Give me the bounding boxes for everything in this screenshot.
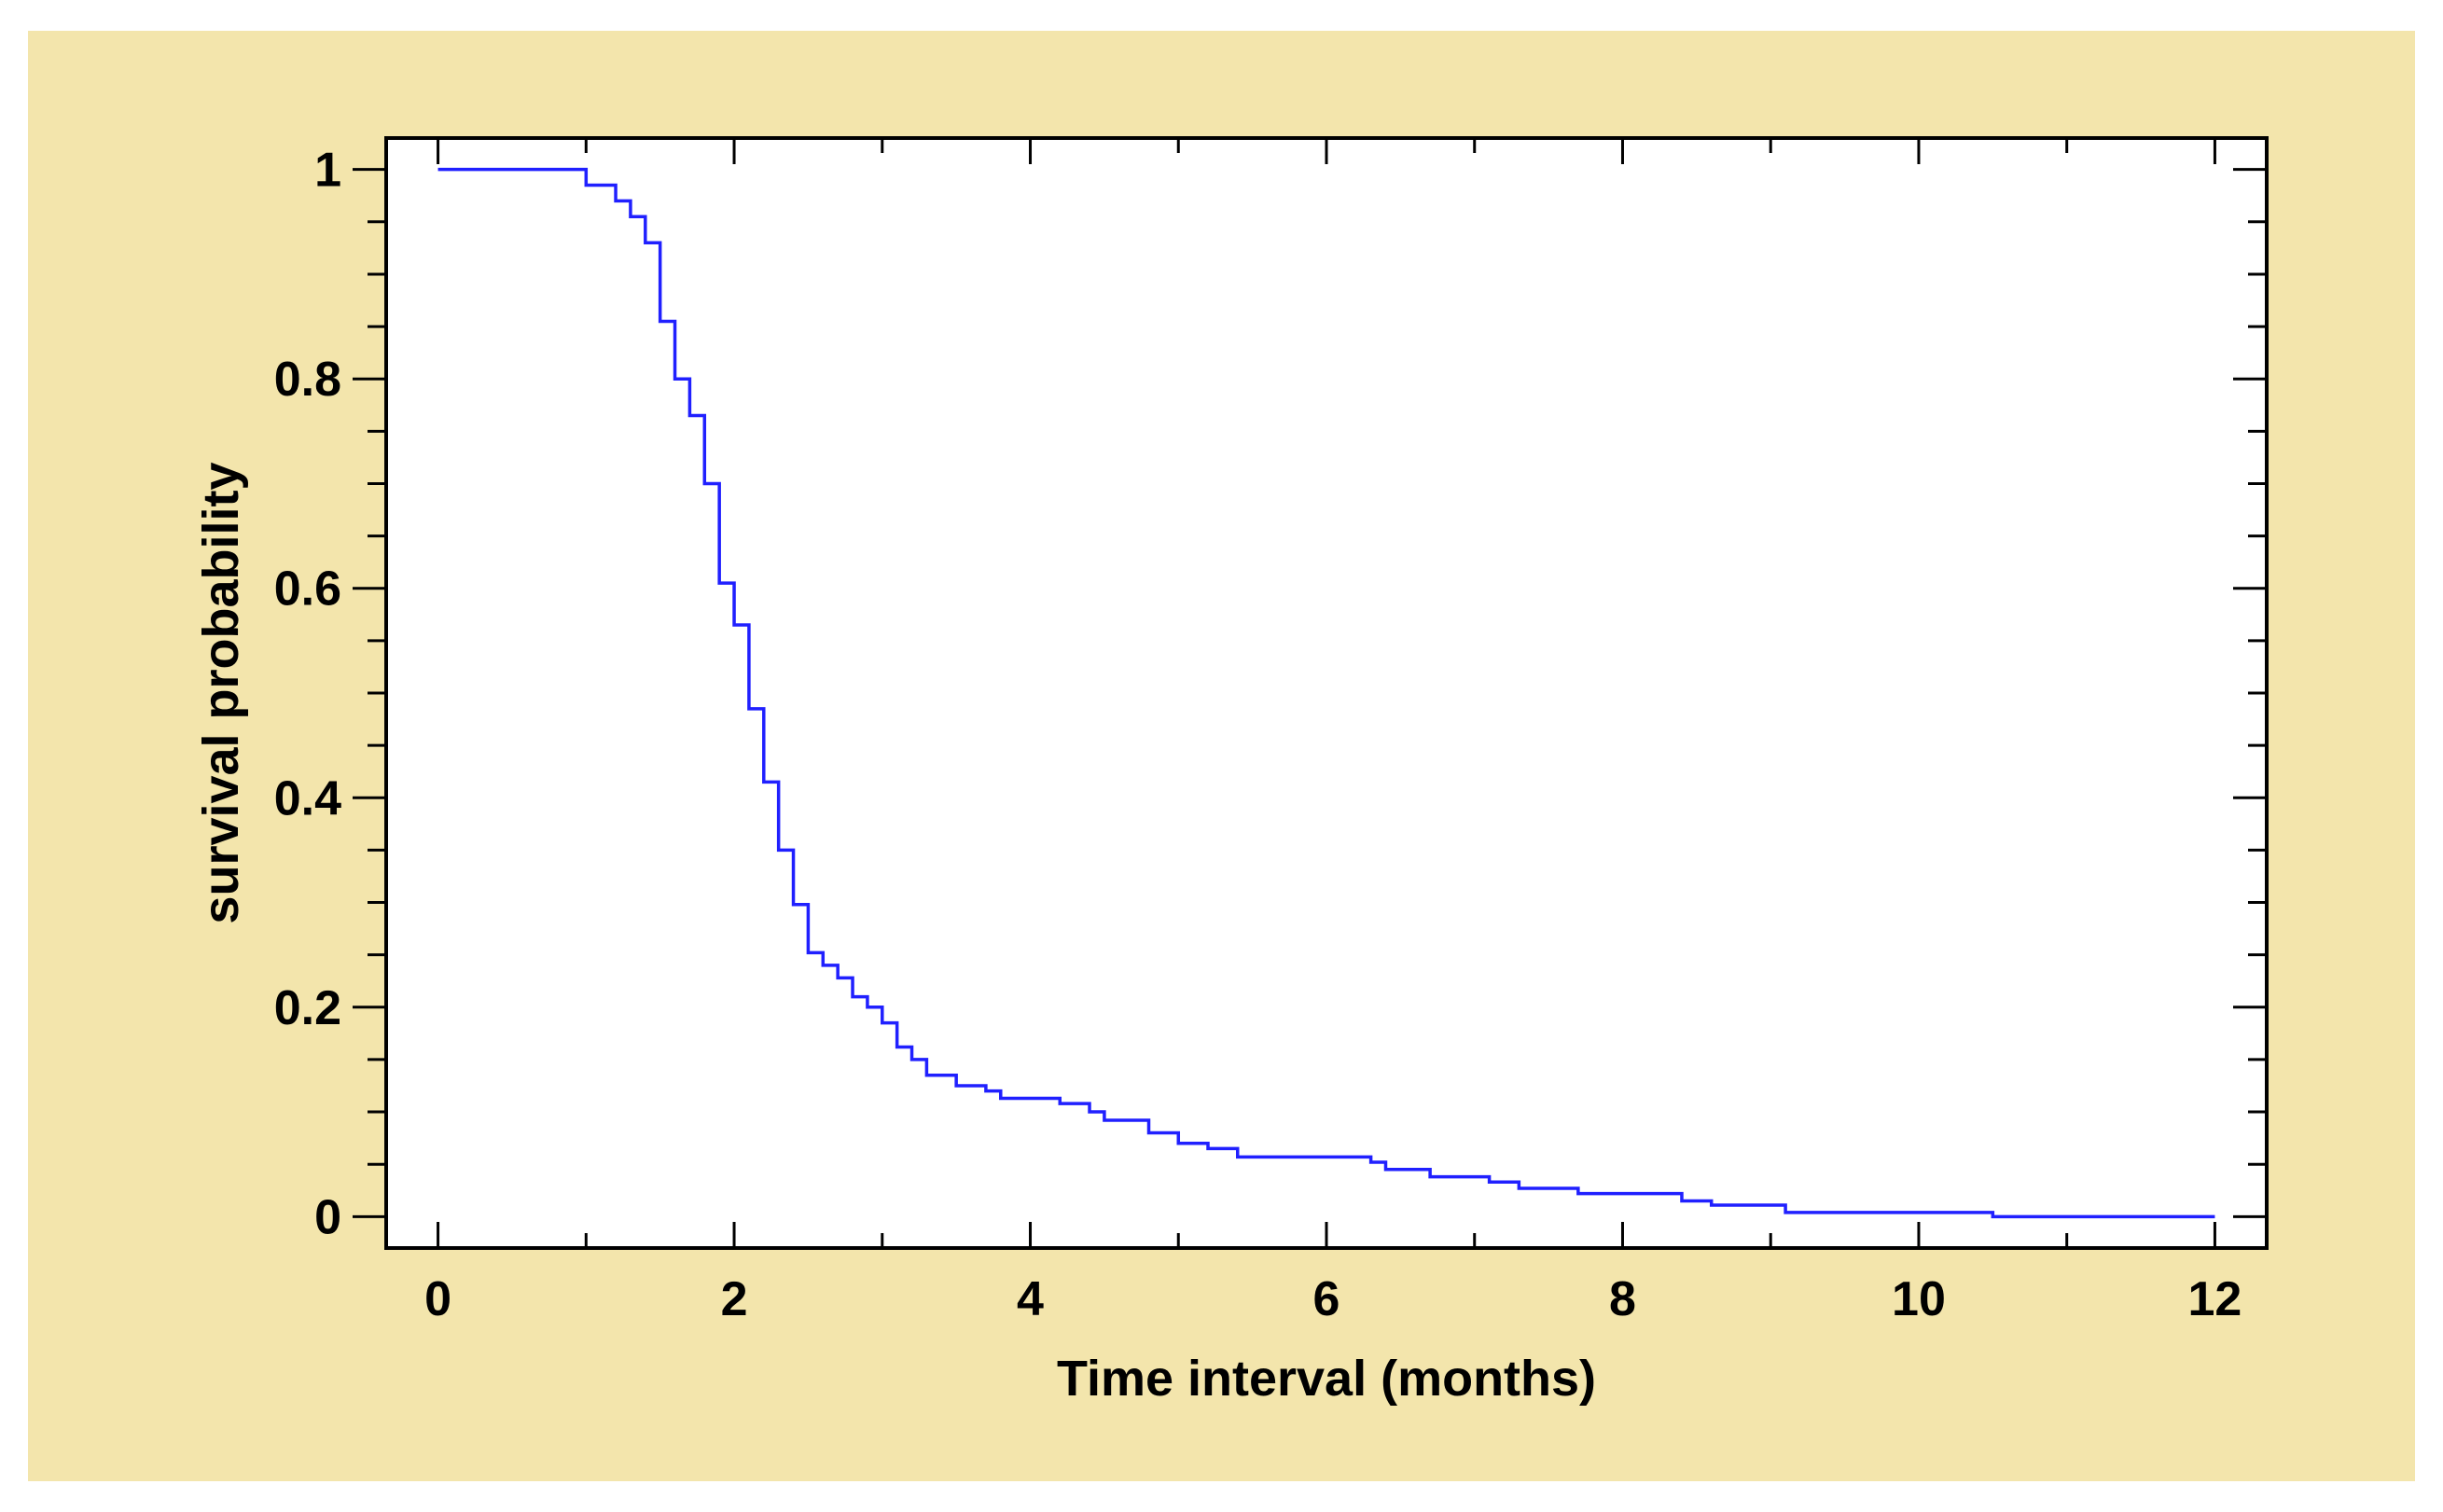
axis-ticks [353, 138, 2267, 1248]
y-tick-label: 0.8 [274, 353, 341, 407]
y-tick-label: 0.4 [274, 771, 341, 825]
x-tick-label: 10 [1892, 1272, 1946, 1326]
plot-area [386, 138, 2267, 1248]
y-axis-title: survival probability [193, 462, 249, 923]
plot-border [384, 136, 2269, 1250]
y-tick-label: 1 [314, 144, 341, 198]
survival-curve [437, 167, 2215, 1219]
survival-chart: 0 2 4 6 8 10 12 0 0.2 0.4 0.6 0.8 1 Time interval (m… [193, 136, 2269, 1407]
tick-labels: 0 2 4 6 8 10 12 0 0.2 0.4 0.6 0.8 1 [274, 144, 2242, 1326]
y-tick-label: 0 [314, 1190, 341, 1244]
y-tick-label: 0.6 [274, 562, 341, 617]
x-axis-title: Time interval (months) [1057, 1351, 1596, 1407]
x-tick-label: 8 [1609, 1272, 1636, 1326]
y-tick-label: 0.2 [274, 981, 341, 1035]
x-tick-label: 4 [1017, 1272, 1044, 1326]
x-tick-label: 2 [721, 1272, 748, 1326]
x-tick-label: 12 [2188, 1272, 2242, 1326]
x-tick-label: 6 [1313, 1272, 1340, 1326]
chart-frame: 0 2 4 6 8 10 12 0 0.2 0.4 0.6 0.8 1 Time interval (m… [28, 31, 2415, 1481]
x-tick-label: 0 [424, 1272, 451, 1326]
